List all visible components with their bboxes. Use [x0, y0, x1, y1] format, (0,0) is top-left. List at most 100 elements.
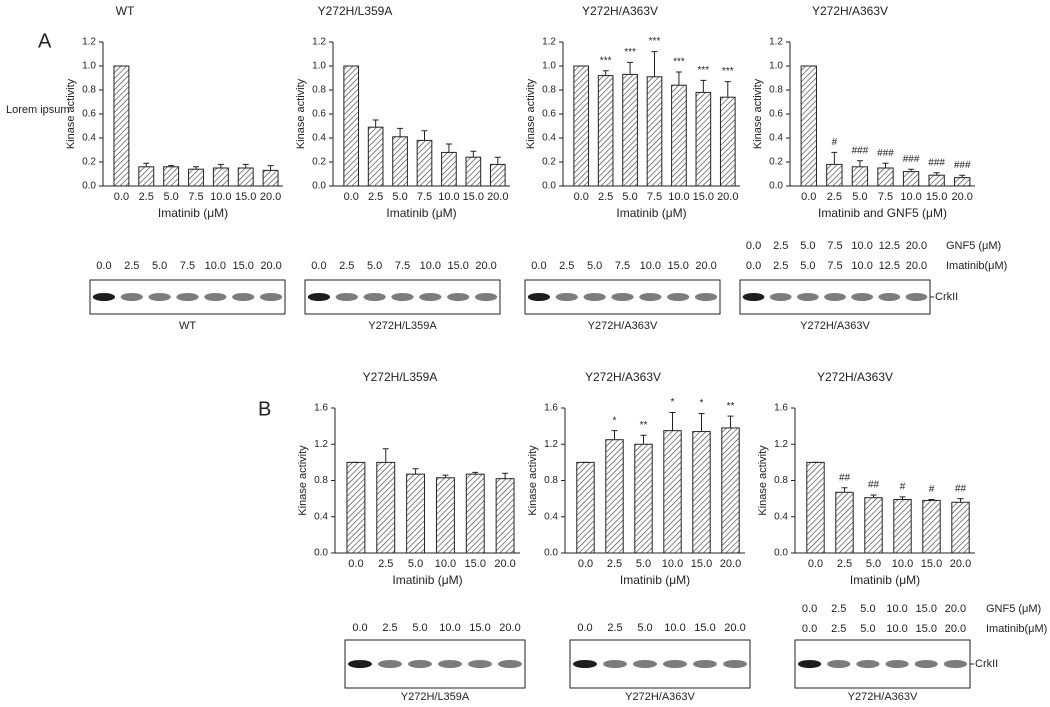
x-tick-label: 10.0 — [435, 558, 456, 570]
marker-label: CrkII — [935, 291, 958, 303]
y-tick-label: 0.8 — [314, 475, 328, 486]
x-tick-label: 15.0 — [693, 191, 714, 203]
blot-frame — [344, 639, 526, 689]
bar — [212, 167, 229, 187]
bar — [435, 477, 455, 554]
band — [851, 293, 874, 301]
band — [885, 660, 909, 668]
x-axis-label: Imatinib (μM) — [158, 206, 228, 220]
band — [723, 660, 747, 668]
x-tick-label: 0.0 — [574, 191, 589, 203]
x-tick-label: 2.5 — [598, 191, 613, 203]
x-axis-label: Imatinib and GNF5 (μM) — [818, 206, 947, 220]
error-bar — [651, 51, 658, 77]
y-tick-label: 0.0 — [769, 181, 783, 192]
row-name: GNF5 (μM) — [986, 603, 1041, 615]
lane-label: 10.0 — [640, 260, 661, 272]
band — [348, 660, 372, 668]
y-axis-label: Kinase activity — [65, 78, 77, 149]
band — [824, 293, 846, 301]
band — [232, 293, 255, 301]
band — [378, 660, 402, 668]
band — [363, 293, 386, 301]
band — [943, 660, 968, 668]
error-bar — [217, 163, 224, 168]
significance-label: ### — [903, 154, 920, 165]
lane-label: 20.0 — [724, 622, 745, 634]
band — [914, 660, 938, 668]
x-tick-label: 5.0 — [408, 558, 423, 570]
lane-label: 0.0 — [802, 623, 817, 635]
bar — [376, 461, 396, 554]
y-tick-label: 0.4 — [542, 133, 556, 144]
y-axis-label: Kinase activity — [527, 445, 539, 516]
error-bar — [899, 496, 906, 500]
x-tick-label: 10.0 — [210, 191, 231, 203]
x-tick-label: 5.0 — [636, 558, 651, 570]
band — [603, 660, 627, 668]
y-tick-label: 1.0 — [82, 61, 96, 72]
error-bar — [640, 434, 647, 445]
lane-label: 0.0 — [311, 260, 326, 272]
row-name: Imatinib(μM) — [986, 623, 1047, 635]
y-tick-label: 0.0 — [314, 548, 328, 559]
blot-frame — [794, 639, 971, 689]
y-tick-label: 1.2 — [312, 37, 326, 48]
error-bar — [470, 150, 477, 158]
band — [639, 293, 662, 301]
band — [905, 293, 928, 301]
lane-label: 20.0 — [475, 260, 496, 272]
y-tick-label: 0.4 — [314, 511, 328, 522]
band — [447, 293, 470, 301]
blot-caption: Y272H/L359A — [368, 320, 437, 332]
lane-label: 5.0 — [800, 260, 815, 272]
bar — [864, 497, 883, 554]
error-bar — [700, 79, 707, 93]
bar — [646, 76, 663, 187]
x-tick-label: 0.0 — [801, 191, 816, 203]
band — [878, 293, 901, 301]
bar — [721, 427, 740, 554]
y-tick-label: 0.0 — [312, 181, 326, 192]
significance-label: ## — [839, 472, 851, 483]
bar — [262, 169, 279, 187]
error-bar — [143, 162, 150, 167]
y-tick-label: 1.6 — [774, 403, 788, 414]
band — [667, 293, 690, 301]
x-tick-label: 20.0 — [952, 191, 973, 203]
x-tick-label: 5.0 — [622, 191, 637, 203]
significance-label: *** — [649, 36, 661, 47]
lane-label: 2.5 — [831, 623, 846, 635]
error-bar — [611, 430, 618, 440]
blot-caption: Y272H/A363V — [625, 691, 695, 703]
x-tick-label: 7.5 — [878, 191, 893, 203]
y-axis-label: Kinase activity — [757, 445, 769, 516]
bar — [902, 171, 920, 187]
bar — [800, 65, 817, 187]
error-bar — [168, 165, 175, 167]
y-tick-label: 0.8 — [312, 85, 326, 96]
bar — [346, 461, 366, 554]
lane-label: 2.5 — [607, 622, 622, 634]
chart-title: Y272H/A363V — [585, 370, 661, 384]
lane-label: 0.0 — [96, 260, 111, 272]
bar — [851, 166, 869, 187]
significance-label: ## — [868, 480, 880, 491]
x-tick-label: 2.5 — [368, 191, 383, 203]
bar — [441, 151, 457, 187]
x-axis-label: Imatinib (μM) — [386, 206, 456, 220]
significance-label: ### — [877, 148, 894, 159]
significance-label: ** — [640, 420, 648, 431]
y-tick-label: 1.2 — [544, 439, 558, 450]
significance-label: *** — [673, 57, 685, 68]
lane-label: 2.5 — [339, 260, 354, 272]
blot-caption: Y272H/L359A — [401, 691, 470, 703]
error-bar — [267, 165, 274, 171]
bar — [671, 84, 687, 187]
x-tick-label: 10.0 — [900, 191, 921, 203]
y-tick-label: 0.2 — [82, 157, 96, 168]
error-bar — [382, 448, 389, 463]
y-axis-label: Kinase activity — [752, 78, 764, 149]
error-bar — [494, 156, 501, 165]
lane-label: 5.0 — [860, 623, 875, 635]
